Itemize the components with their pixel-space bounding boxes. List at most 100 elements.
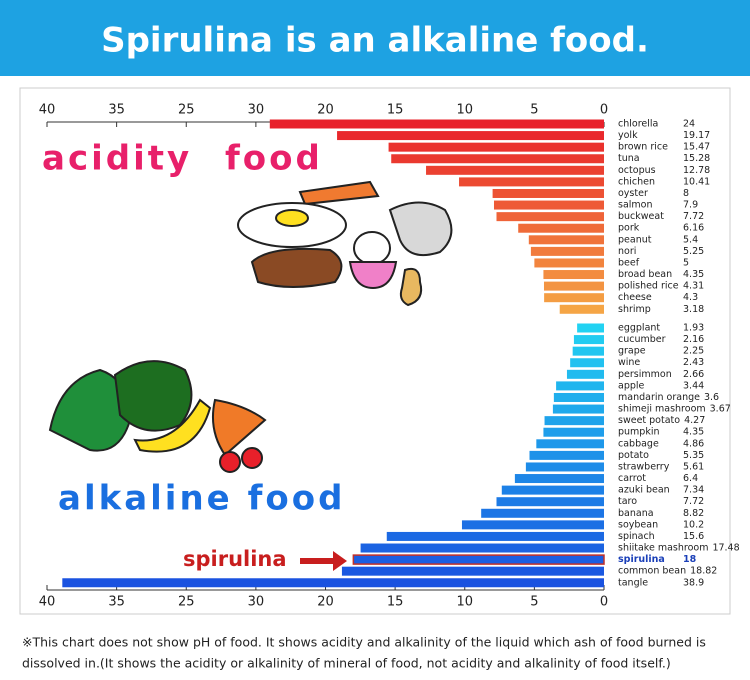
bar bbox=[525, 462, 604, 472]
bar bbox=[388, 142, 604, 152]
category-label: tangle bbox=[618, 577, 648, 588]
bar bbox=[529, 450, 604, 460]
x-tick-label: 10 bbox=[456, 595, 473, 610]
category-label: spirulina bbox=[618, 554, 665, 565]
value-label: 4.31 bbox=[683, 281, 704, 292]
x-tick-label: 40 bbox=[39, 103, 56, 118]
x-tick-label: 20 bbox=[317, 103, 334, 118]
bar bbox=[556, 381, 604, 391]
x-tick-label: 10 bbox=[456, 103, 473, 118]
x-tick-label: 30 bbox=[248, 103, 265, 118]
value-label: 7.72 bbox=[683, 496, 704, 507]
x-tick-label: 35 bbox=[108, 595, 125, 610]
category-label: potato bbox=[618, 450, 649, 461]
value-label: 4.35 bbox=[683, 269, 704, 280]
category-label: buckweat bbox=[618, 211, 664, 222]
category-label: cucumber bbox=[618, 334, 666, 345]
x-tick-label: 5 bbox=[530, 595, 538, 610]
category-label: beef bbox=[618, 257, 640, 268]
value-label: 2.43 bbox=[683, 357, 704, 368]
x-tick-label: 25 bbox=[178, 595, 195, 610]
value-label: 5.61 bbox=[683, 461, 704, 472]
annotation: spirulina bbox=[183, 547, 287, 571]
title-banner bbox=[0, 0, 750, 76]
category-label: common bean bbox=[618, 566, 686, 577]
bar bbox=[461, 520, 604, 530]
category-label: banana bbox=[618, 508, 654, 519]
x-tick-label: 0 bbox=[600, 103, 608, 118]
category-label: polished rice bbox=[618, 281, 679, 292]
x-tick-label: 15 bbox=[387, 595, 404, 610]
bar bbox=[559, 304, 604, 314]
bar bbox=[492, 188, 604, 198]
category-label: spinach bbox=[618, 531, 655, 542]
category-label: brown rice bbox=[618, 142, 668, 153]
category-label: yolk bbox=[618, 130, 638, 141]
bar bbox=[577, 323, 604, 333]
series-label: acidity food bbox=[42, 139, 323, 179]
category-label: apple bbox=[618, 380, 645, 391]
x-tick-label: 5 bbox=[530, 103, 538, 118]
category-label: eggplant bbox=[618, 323, 660, 334]
bar bbox=[553, 392, 604, 402]
acid-food-illustration bbox=[237, 180, 453, 307]
value-label: 5.35 bbox=[683, 450, 704, 461]
category-label: sweet potato bbox=[618, 415, 680, 426]
bar bbox=[543, 270, 604, 280]
value-label: 3.6 bbox=[704, 392, 719, 403]
category-label: chichen bbox=[618, 176, 655, 187]
value-label: 15.28 bbox=[683, 153, 710, 164]
category-label: peanut bbox=[618, 234, 652, 245]
category-label: persimmon bbox=[618, 369, 672, 380]
category-label: strawberry bbox=[618, 461, 670, 472]
value-label: 1.93 bbox=[683, 323, 704, 334]
alkaline-food-illustration bbox=[48, 360, 267, 473]
value-label: 38.9 bbox=[683, 577, 704, 588]
chart-frame bbox=[19, 87, 731, 615]
category-label: azuki bean bbox=[618, 485, 670, 496]
category-label: tuna bbox=[618, 153, 640, 164]
value-label: 17.48 bbox=[712, 543, 739, 554]
category-label: cabbage bbox=[618, 438, 659, 449]
value-label: 6.4 bbox=[683, 473, 698, 484]
bar bbox=[360, 543, 604, 553]
bar bbox=[62, 578, 604, 588]
category-label: shrimp bbox=[618, 304, 651, 315]
value-label: 7.9 bbox=[683, 200, 698, 211]
value-label: 12.78 bbox=[683, 165, 710, 176]
value-label: 24 bbox=[683, 119, 695, 130]
category-label: salmon bbox=[618, 200, 653, 211]
value-label: 6.16 bbox=[683, 223, 704, 234]
bar bbox=[552, 404, 604, 414]
annotation-arrow bbox=[300, 551, 347, 571]
bar bbox=[501, 485, 604, 495]
category-label: octopus bbox=[618, 165, 656, 176]
bar bbox=[352, 554, 605, 565]
value-label: 15.6 bbox=[683, 531, 704, 542]
bar bbox=[530, 246, 604, 256]
category-label: oyster bbox=[618, 188, 648, 199]
category-label: taro bbox=[618, 496, 637, 507]
category-label: shiitake mashroom bbox=[618, 543, 708, 554]
value-label: 19.17 bbox=[683, 130, 710, 141]
footnote: ※This chart does not show pH of food. It… bbox=[22, 635, 706, 650]
value-label: 3.67 bbox=[710, 404, 731, 415]
bar bbox=[544, 416, 604, 426]
value-label: 7.34 bbox=[683, 485, 704, 496]
value-label: 18 bbox=[683, 554, 697, 565]
category-label: wine bbox=[618, 357, 640, 368]
bar bbox=[566, 369, 604, 379]
value-label: 18.82 bbox=[690, 566, 717, 577]
value-label: 4.27 bbox=[684, 415, 705, 426]
bar bbox=[481, 508, 604, 518]
bar bbox=[543, 427, 604, 437]
value-label: 5.4 bbox=[683, 234, 698, 245]
value-label: 15.47 bbox=[683, 142, 710, 153]
x-tick-label: 35 bbox=[108, 103, 125, 118]
x-tick-label: 20 bbox=[317, 595, 334, 610]
value-label: 2.66 bbox=[683, 369, 704, 380]
value-label: 3.18 bbox=[683, 304, 704, 315]
value-label: 8 bbox=[683, 188, 689, 199]
bar bbox=[341, 566, 604, 576]
